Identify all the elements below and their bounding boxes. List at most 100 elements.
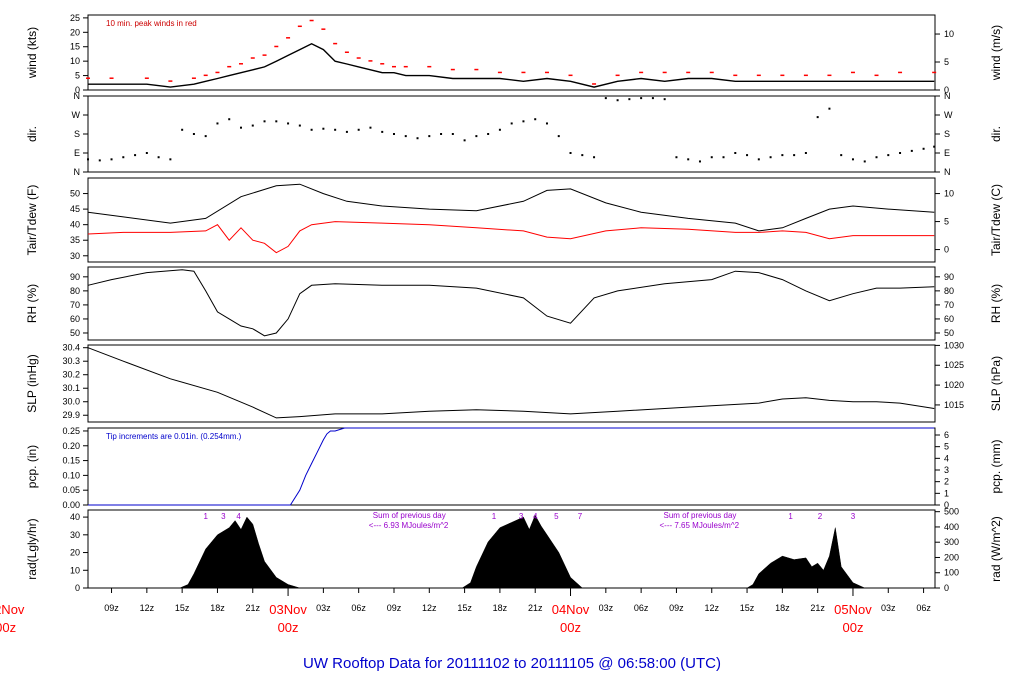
direction-point xyxy=(98,159,101,162)
direction-point xyxy=(334,128,337,131)
x-tick-label: 18z xyxy=(210,603,225,613)
y-tick-label-right: 1015 xyxy=(944,400,964,410)
y-tick-label: 0.10 xyxy=(62,470,80,480)
y-tick-label: 30.3 xyxy=(62,356,80,366)
x-tick-label: 21z xyxy=(528,603,543,613)
x-tick-label: 03z xyxy=(599,603,614,613)
y-tick-label: 45 xyxy=(70,204,80,214)
y-tick-label-right: 4 xyxy=(944,453,949,463)
y-tick-label-right: 100 xyxy=(944,568,959,578)
y-tick-label: 90 xyxy=(70,272,80,282)
peak-wind-mark xyxy=(168,80,173,82)
x-tick-label: 06z xyxy=(634,603,649,613)
y-tick-label-right: 0 xyxy=(944,245,949,255)
panel-frame xyxy=(87,14,936,91)
y-tick-label: 40 xyxy=(70,512,80,522)
panel-frame xyxy=(87,177,936,263)
radiation-marker: 3 xyxy=(519,512,524,521)
panel-frame xyxy=(87,344,936,423)
y-tick-label-right: 2 xyxy=(944,477,949,487)
direction-point xyxy=(169,158,172,161)
peak-wind-mark xyxy=(709,71,714,74)
y-tick-label: 15 xyxy=(70,42,80,52)
y-tick-label: 0 xyxy=(75,583,80,593)
direction-point xyxy=(145,152,148,154)
peak-wind-mark xyxy=(344,51,349,53)
y-axis-label-right: Tair/Tdew (C) xyxy=(989,184,1003,256)
y-tick-label: 10 xyxy=(70,565,80,575)
SLP-series-line xyxy=(87,347,935,419)
y-tick-label-right: 5 xyxy=(944,217,949,227)
direction-point xyxy=(593,156,596,159)
panel-annotation: Tip increments are 0.01in. (0.254mm.) xyxy=(106,432,242,441)
peak-wind-mark xyxy=(191,77,196,79)
y-axis-label: RH (%) xyxy=(25,284,39,323)
peak-wind-mark xyxy=(144,77,149,79)
y-tick-label: 25 xyxy=(70,13,80,23)
direction-point xyxy=(534,118,537,121)
direction-point xyxy=(134,154,137,157)
radiation-marker: 1 xyxy=(203,512,208,521)
direction-point xyxy=(451,133,454,135)
y-tick-label-right: 5 xyxy=(944,57,949,67)
x-tick-label: 21z xyxy=(246,603,261,613)
direction-point xyxy=(663,98,666,101)
x-tick-label: 06z xyxy=(916,603,931,613)
peak-wind-mark xyxy=(262,54,267,56)
direction-point xyxy=(522,120,525,123)
direction-point xyxy=(216,122,219,125)
direction-point xyxy=(463,139,466,142)
y-tick-label-right: S xyxy=(944,129,950,139)
y-tick-label: 35 xyxy=(70,235,80,245)
radiation-marker: 1 xyxy=(492,512,497,521)
direction-point xyxy=(381,130,384,133)
y-tick-label: 20 xyxy=(70,548,80,558)
y-tick-label: 30 xyxy=(70,530,80,540)
radiation-marker: 4 xyxy=(236,512,241,521)
direction-point xyxy=(487,133,490,135)
y-tick-label-right: 1030 xyxy=(944,340,964,350)
y-tick-label: 30.2 xyxy=(62,370,80,380)
y-tick-label: W xyxy=(72,110,81,120)
day-sum-text: Sum of previous day xyxy=(663,511,736,520)
peak-wind-mark xyxy=(356,57,361,59)
y-tick-label: 30.1 xyxy=(62,383,80,393)
peak-wind-mark xyxy=(86,77,90,79)
direction-point xyxy=(793,154,796,157)
panel-annotation: 10 min. peak winds in red xyxy=(106,19,197,28)
y-tick-label: E xyxy=(74,148,80,158)
y-tick-label-right: 60 xyxy=(944,314,954,324)
direction-point xyxy=(863,160,866,163)
Tair-series-line xyxy=(87,183,935,232)
peak-wind-mark xyxy=(850,71,855,74)
day-label: 04Nov xyxy=(552,602,590,617)
radiation-marker: 3 xyxy=(221,512,226,521)
peak-wind-mark xyxy=(756,74,761,77)
direction-point xyxy=(192,133,195,135)
x-tick-label: 12z xyxy=(422,603,437,613)
direction-point xyxy=(734,152,737,154)
x-tick-label: 09z xyxy=(387,603,402,613)
y-tick-label: 20 xyxy=(70,27,80,37)
y-tick-label: 60 xyxy=(70,314,80,324)
peak-wind-mark xyxy=(544,71,549,74)
day-label-hour: 00z xyxy=(560,620,581,635)
y-tick-label-right: 10 xyxy=(944,189,954,199)
direction-point xyxy=(687,158,690,161)
day-sum-value: <--- 6.93 MJoules/m^2 xyxy=(369,521,449,530)
y-tick-label-right: 3 xyxy=(944,465,949,475)
peak-wind-mark xyxy=(803,74,808,77)
direction-point xyxy=(569,152,572,154)
y-tick-label: 70 xyxy=(70,300,80,310)
peak-wind-mark xyxy=(780,74,785,77)
direction-point xyxy=(698,160,701,163)
direction-point xyxy=(416,137,419,140)
direction-point xyxy=(828,107,831,110)
peak-wind-mark xyxy=(686,71,691,74)
direction-point xyxy=(851,158,854,161)
peak-wind-mark xyxy=(215,71,220,74)
x-tick-label: 03z xyxy=(881,603,896,613)
peak-wind-mark xyxy=(238,63,243,65)
x-tick-label: 09z xyxy=(104,603,119,613)
radiation-marker: 4 xyxy=(533,512,538,521)
